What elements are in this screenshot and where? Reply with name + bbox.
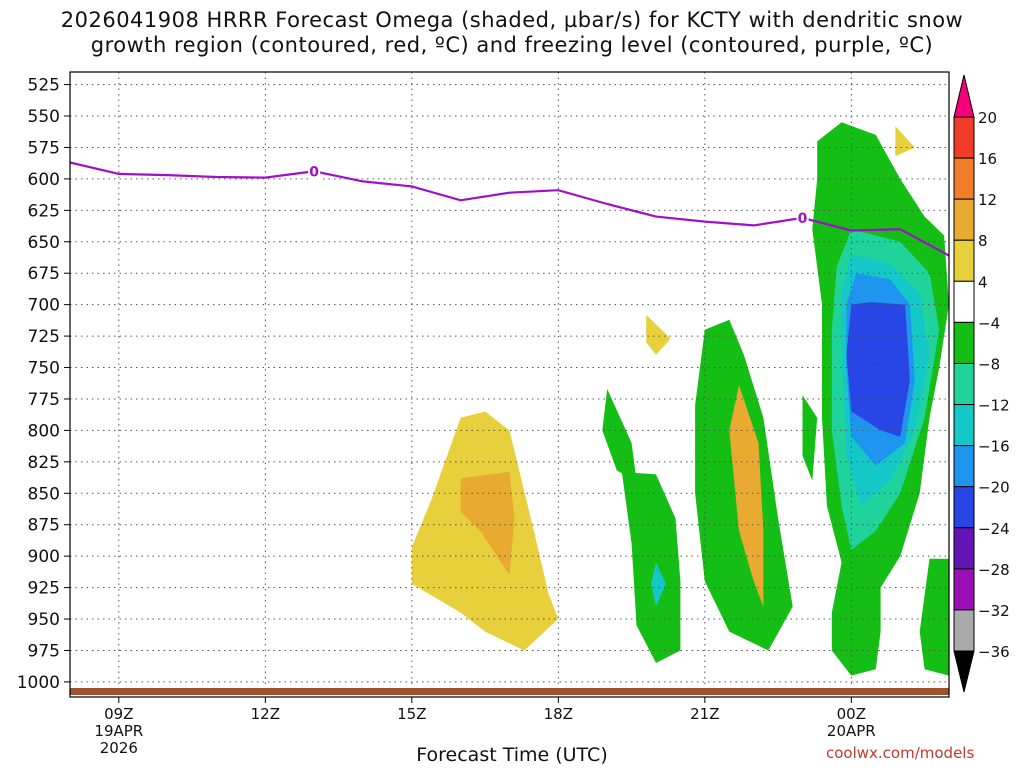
y-tick-label-725: 725 — [28, 327, 60, 347]
y-tick-label-850: 850 — [28, 484, 60, 504]
colorbar: 20 16 12 8 4 −4 −8 −12 −16 −20 −24 −28 −32 −36 — [953, 74, 1010, 693]
plot-frame — [69, 71, 950, 698]
colorbar-segment-3 — [953, 239, 975, 282]
colorbar-label-0: 20 — [978, 109, 997, 127]
colorbar-segment-5 — [953, 321, 975, 364]
colorbar-segment-11 — [953, 568, 975, 611]
ground-layer — [70, 688, 949, 695]
source-credit: coolwx.com/models — [826, 744, 975, 762]
y-tick-label-950: 950 — [28, 610, 60, 630]
y-tick-label-650: 650 — [28, 233, 60, 253]
y-tick-label-625: 625 — [28, 201, 60, 221]
colorbar-segment-1 — [953, 157, 975, 200]
x-tick-label-3-0: 12Z — [251, 705, 280, 723]
omega-region-4 — [729, 385, 764, 607]
y-tick-label-925: 925 — [28, 579, 60, 599]
y-tick-label-575: 575 — [28, 138, 60, 158]
colorbar-label-4: 4 — [978, 273, 988, 291]
freezing-label-bg-0 — [308, 162, 321, 181]
y-tick-label-675: 675 — [28, 264, 60, 284]
chart-title-line-2: growth region (contoured, red, ºC) and f… — [90, 33, 934, 57]
x-tick-label-12-0: 21Z — [690, 705, 719, 723]
y-tick-label-900: 900 — [28, 547, 60, 567]
y-axis: 525 550 575 600 625 650 675 700 725 750 775 800 825 8… — [17, 76, 70, 693]
colorbar-segment-9 — [953, 486, 975, 529]
omega-region-5 — [602, 388, 637, 481]
colorbar-label-7: −12 — [978, 397, 1010, 415]
omega-region-9 — [895, 126, 915, 157]
colorbar-segment-2 — [953, 198, 975, 241]
colorbar-segment-7 — [953, 404, 975, 447]
colorbar-label-2: 12 — [978, 191, 997, 209]
x-tick-label-0-0: 09Z — [104, 705, 133, 723]
colorbar-label-3: 8 — [978, 232, 988, 250]
colorbar-segment-10 — [953, 527, 975, 570]
omega-region-7 — [651, 562, 666, 607]
y-tick-label-800: 800 — [28, 421, 60, 441]
colorbar-label-6: −8 — [978, 355, 1000, 373]
colorbar-label-5: −4 — [978, 314, 1000, 332]
colorbar-label-10: −24 — [978, 520, 1010, 538]
x-tick-label-9-0: 18Z — [544, 705, 573, 723]
ground-strip — [70, 688, 949, 695]
colorbar-label-8: −16 — [978, 438, 1010, 456]
freezing-label-bg-1 — [796, 208, 809, 227]
y-tick-label-975: 975 — [28, 641, 60, 661]
colorbar-segment-12 — [953, 609, 975, 652]
y-tick-label-825: 825 — [28, 453, 60, 473]
y-tick-label-1000: 1000 — [17, 673, 60, 693]
colorbar-label-13: −36 — [978, 643, 1010, 661]
omega-region-2 — [646, 314, 671, 355]
y-tick-label-700: 700 — [28, 296, 60, 316]
x-tick-label-0-2: 2026 — [100, 739, 138, 757]
y-tick-label-775: 775 — [28, 390, 60, 410]
colorbar-label-1: 16 — [978, 150, 997, 168]
colorbar-segment-8 — [953, 445, 975, 488]
colorbar-label-12: −32 — [978, 602, 1010, 620]
y-tick-label-525: 525 — [28, 76, 60, 96]
x-axis-title: Forecast Time (UTC) — [416, 744, 608, 766]
colorbar-label-9: −20 — [978, 479, 1010, 497]
y-tick-label-600: 600 — [28, 170, 60, 190]
y-tick-label-875: 875 — [28, 516, 60, 536]
y-tick-label-550: 550 — [28, 107, 60, 127]
omega-region-6 — [621, 471, 681, 663]
omega-shading — [411, 122, 949, 676]
colorbar-label-11: −28 — [978, 561, 1010, 579]
x-tick-label-0-1: 19APR — [94, 722, 143, 740]
freezing-level-label-1: 0 — [798, 211, 808, 227]
x-tick-label-6-0: 15Z — [397, 705, 426, 723]
omega-region-10 — [919, 558, 949, 676]
freezing-level-label-0: 0 — [309, 164, 319, 180]
freezing-level-contour: 00 — [69, 161, 950, 257]
y-tick-label-750: 750 — [28, 359, 60, 379]
x-tick-label-15-1: 20APR — [827, 722, 876, 740]
colorbar-segment-0 — [953, 116, 975, 159]
colorbar-top-arrow — [953, 74, 975, 118]
colorbar-segment-6 — [953, 362, 975, 406]
omega-region-8 — [802, 395, 818, 481]
omega-region-1 — [460, 471, 515, 575]
gridlines — [70, 72, 949, 697]
chart-title-line-1: 2026041908 HRRR Forecast Omega (shaded, … — [60, 8, 964, 32]
colorbar-bottom-arrow — [953, 650, 975, 693]
x-tick-label-15-0: 00Z — [837, 705, 866, 723]
colorbar-segment-4 — [953, 280, 975, 323]
